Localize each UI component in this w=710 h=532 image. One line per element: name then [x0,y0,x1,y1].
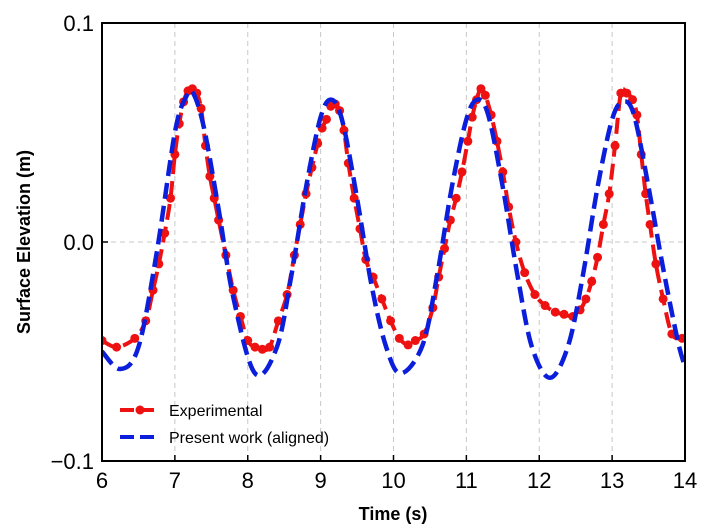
data-point-experimental [598,219,608,229]
series-layer [102,84,685,381]
y-tick-label: −0.1 [51,449,94,474]
y-axis-label: Surface Elevation (m) [14,150,34,334]
data-point-experimental [160,228,170,238]
data-point-experimental [559,309,569,319]
data-point-experimental [480,90,490,100]
x-tick-label: 7 [169,468,181,493]
x-tick-label: 11 [455,468,478,493]
data-point-experimental [645,219,655,229]
x-tick-label: 9 [315,468,327,493]
data-point-experimental [467,112,477,122]
data-point-experimental [610,141,620,151]
data-point-experimental [530,290,540,300]
data-point-experimental [520,268,530,278]
data-point-experimental [550,307,560,317]
data-point-experimental [457,167,467,177]
data-point-experimental [463,136,473,146]
y-tick-label: 0.1 [63,11,94,36]
x-tick-labels: 6 7 8 9 10 11 12 13 14 [96,468,697,493]
x-tick-label: 6 [96,468,108,493]
legend-item-experimental: Experimental [120,403,262,420]
data-point-experimental [321,114,331,124]
data-point-experimental [658,294,668,304]
x-tick-label: 13 [600,468,624,493]
legend-label-experimental: Experimental [169,403,262,420]
data-point-experimental [130,333,140,343]
data-point-experimental [166,193,175,203]
data-point-experimental [403,340,413,350]
data-point-experimental [265,342,275,352]
data-point-experimental [593,252,603,262]
data-point-experimental [112,342,122,352]
y-tick-label: 0.0 [63,230,94,255]
y-tick-labels: −0.1 0.0 0.1 [51,11,94,474]
tick-marks [101,22,686,462]
data-point-experimental [651,259,661,269]
legend: Experimental Present work (aligned) [120,403,329,447]
legend-label-present-work: Present work (aligned) [169,430,329,447]
data-point-experimental [273,316,283,326]
data-point-experimental [386,316,396,326]
series-line-present-work [102,88,685,381]
data-point-experimental [581,294,591,304]
data-point-experimental [540,301,550,311]
x-tick-label: 10 [381,468,405,493]
data-point-experimental [604,189,614,199]
data-point-experimental [587,276,597,286]
data-point-experimental [622,88,632,98]
data-point-experimental [250,342,260,352]
data-point-experimental [394,333,404,343]
legend-item-present-work: Present work (aligned) [120,430,329,447]
data-point-experimental [476,84,486,94]
data-point-experimental [102,336,107,346]
data-point-experimental [677,333,685,343]
x-axis-label: Time (s) [359,504,428,524]
legend-marker-experimental [135,405,145,415]
data-point-experimental [377,294,387,304]
data-point-experimental [451,193,461,203]
grid [102,23,685,461]
x-tick-label: 14 [673,468,697,493]
series-line-experimental [102,86,683,352]
data-point-experimental [257,344,267,354]
x-tick-label: 12 [527,468,551,493]
x-tick-label: 8 [242,468,254,493]
data-point-experimental [410,336,420,346]
